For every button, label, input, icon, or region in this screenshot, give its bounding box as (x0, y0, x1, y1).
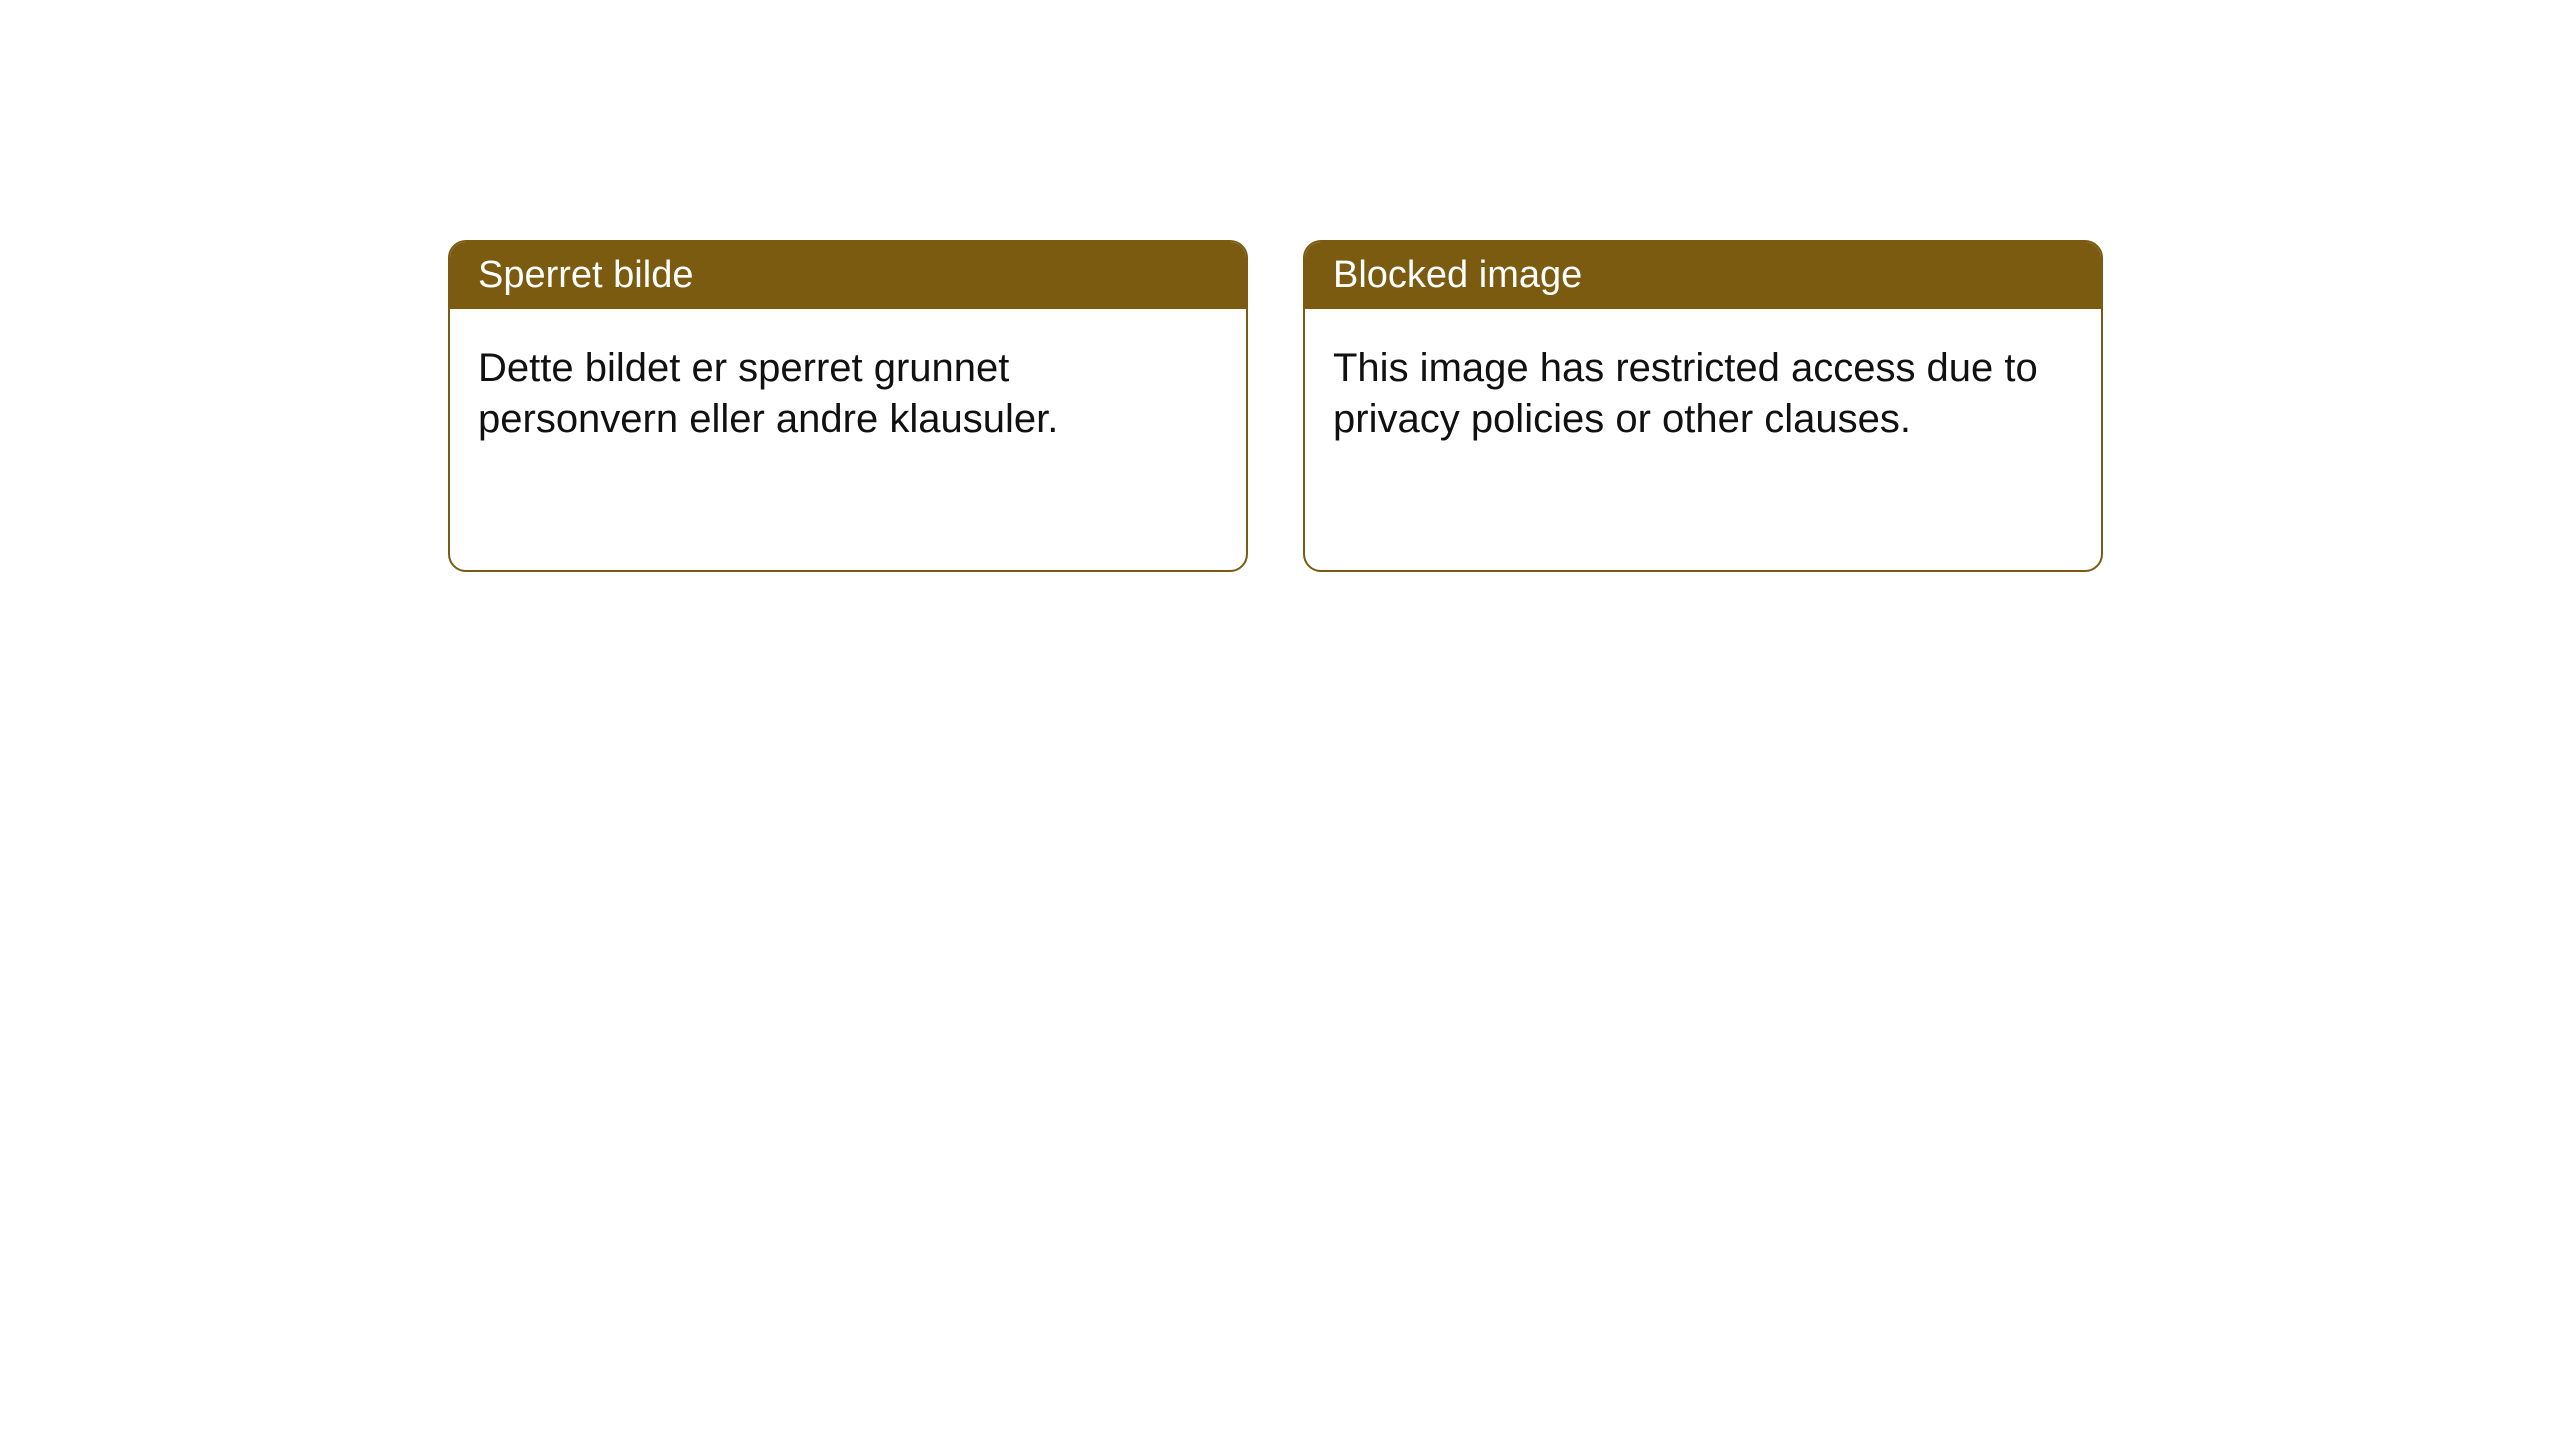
card-message: This image has restricted access due to … (1333, 346, 2038, 441)
card-message: Dette bildet er sperret grunnet personve… (478, 346, 1058, 441)
notice-cards-container: Sperret bilde Dette bildet er sperret gr… (0, 0, 2560, 572)
card-body: Dette bildet er sperret grunnet personve… (450, 309, 1246, 479)
card-header: Sperret bilde (450, 242, 1246, 309)
notice-card-norwegian: Sperret bilde Dette bildet er sperret gr… (448, 240, 1248, 572)
card-title: Sperret bilde (478, 254, 693, 296)
card-title: Blocked image (1333, 254, 1582, 296)
card-header: Blocked image (1305, 242, 2101, 309)
card-body: This image has restricted access due to … (1305, 309, 2101, 479)
notice-card-english: Blocked image This image has restricted … (1303, 240, 2103, 572)
